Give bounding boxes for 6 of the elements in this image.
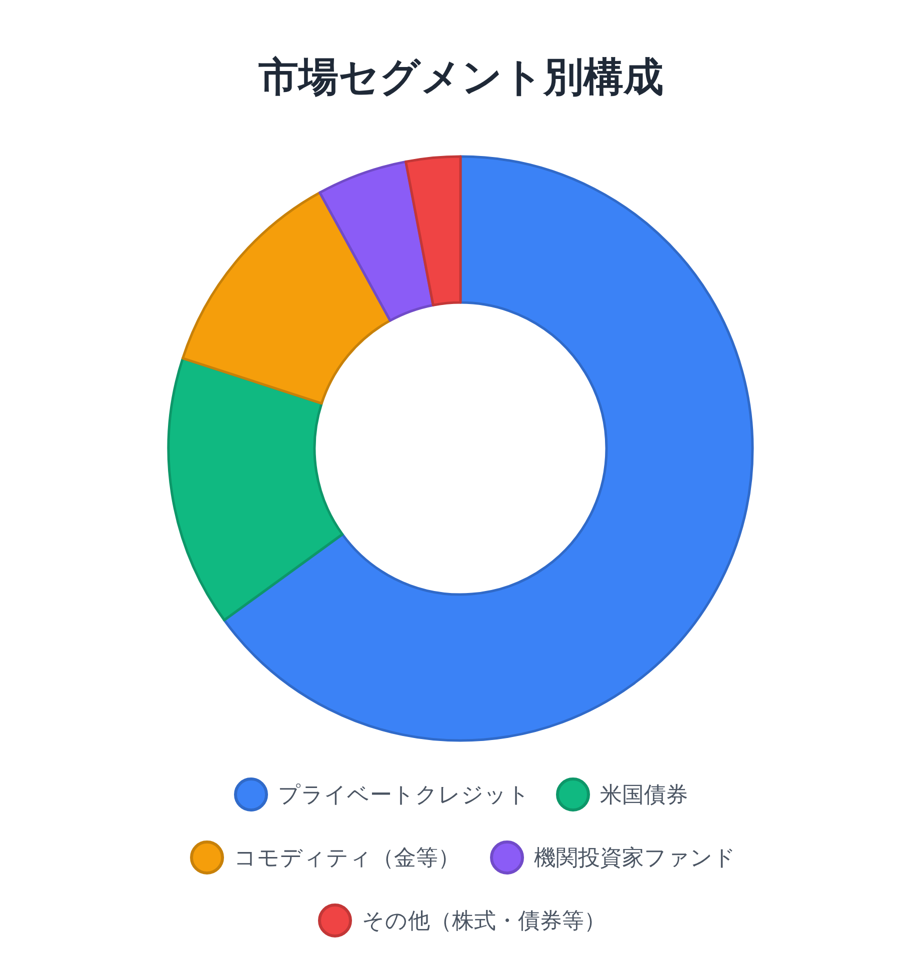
legend-label: その他（株式・債券等） [362,908,606,933]
legend-label: コモディティ（金等） [234,845,460,870]
legend-label: プライベートクレジット [278,782,530,807]
legend-label: 米国債券 [600,782,688,807]
legend-label: 機関投資家ファンド [534,845,736,870]
chart-title: 市場セグメント別構成 [258,56,664,100]
